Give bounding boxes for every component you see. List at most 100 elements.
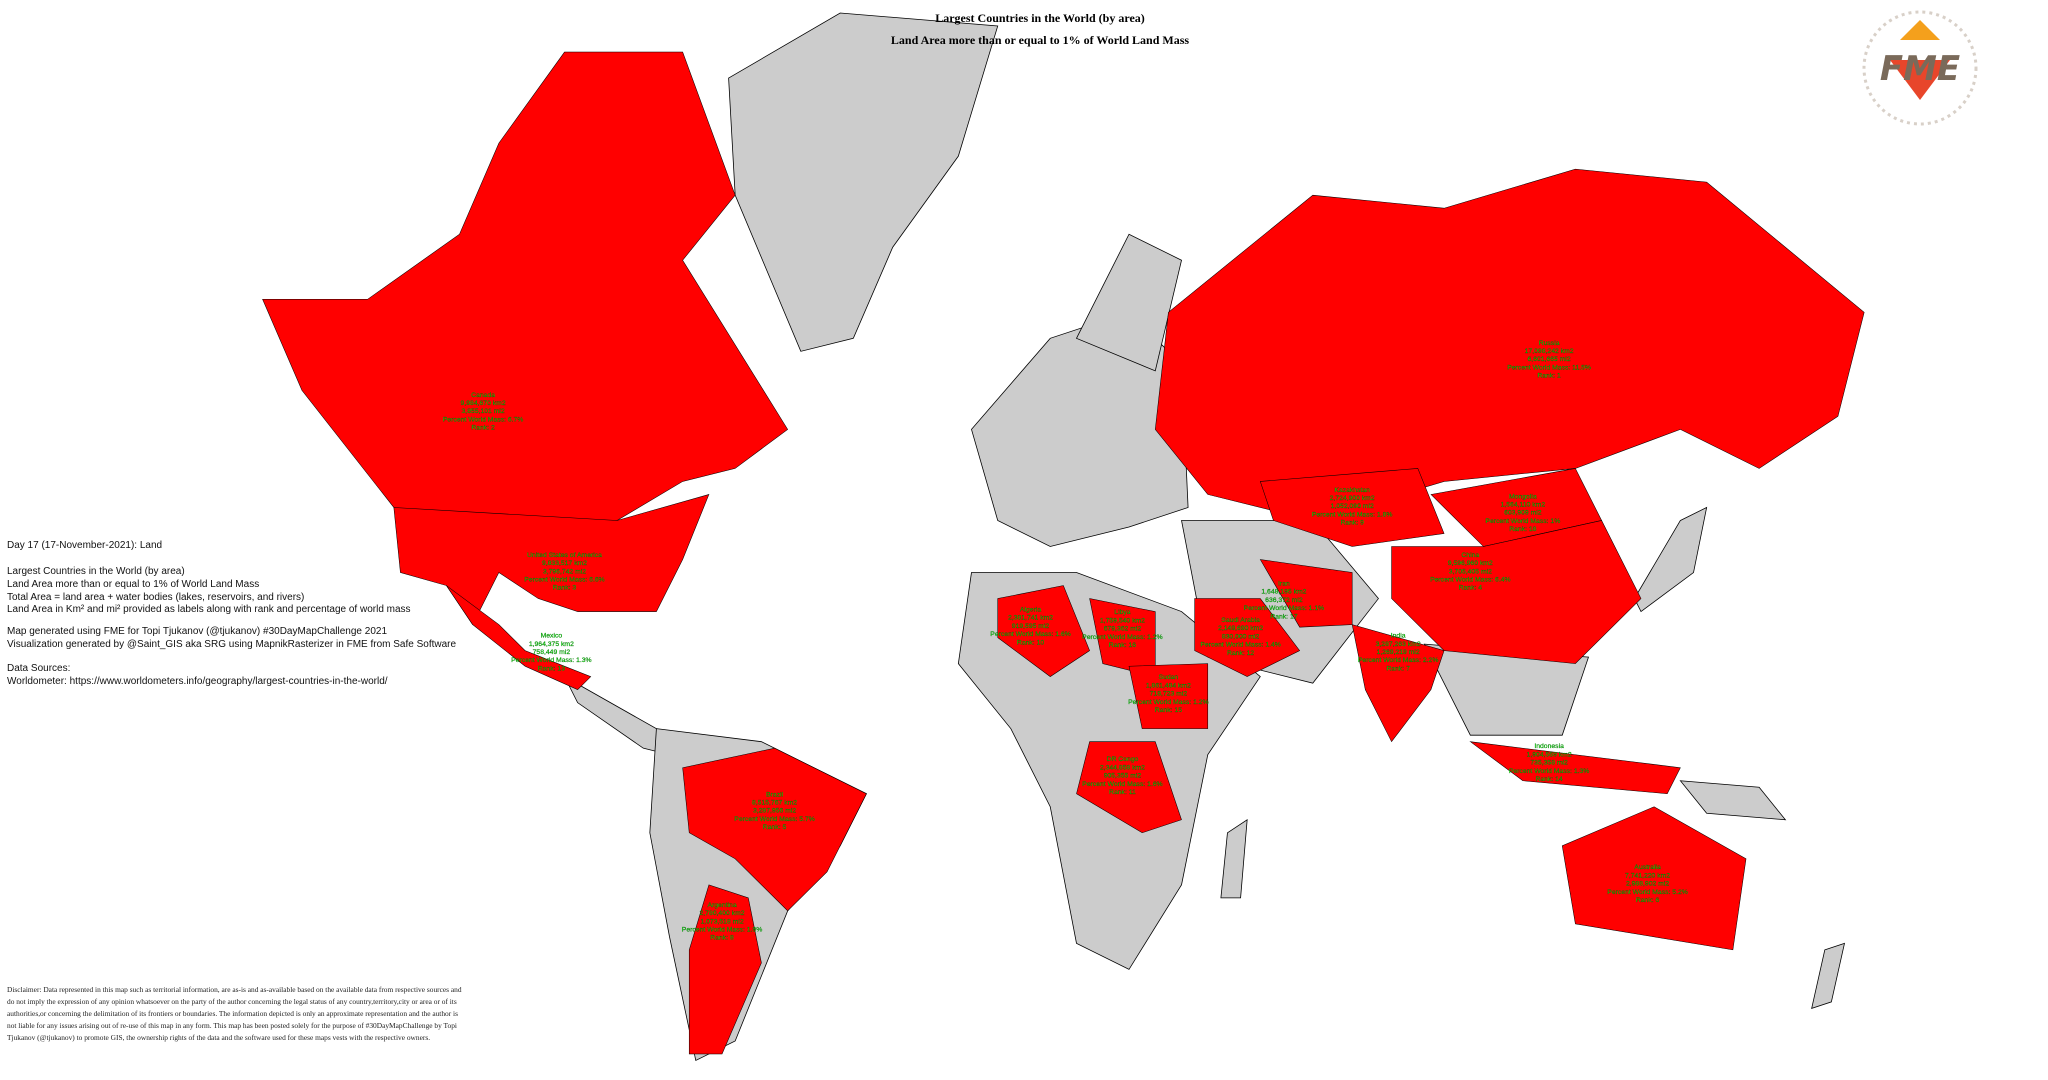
- argentina-shape: [688, 884, 762, 1055]
- europe: [971, 311, 1189, 547]
- sudan-shape: [1128, 663, 1209, 729]
- scandinavia: [1075, 233, 1182, 372]
- country-label: Percent World Mass: 6.7%: [443, 416, 524, 423]
- country-label: Rank: 7: [1386, 665, 1410, 672]
- country-label: Percent World Mass: 6.4%: [1430, 577, 1511, 584]
- country-label: 735,358 mi2: [1530, 760, 1568, 767]
- country-label: Percent World Mass: 1.4%: [1200, 642, 1281, 649]
- japan: [1633, 506, 1708, 613]
- note-line: Land Area more than or equal to 1% of Wo…: [7, 579, 259, 590]
- country-label: 3,705,405 mi2: [1449, 568, 1492, 575]
- disclaimer: Disclaimer: Data represented in this map…: [7, 985, 462, 1042]
- new-guinea: [1679, 780, 1787, 821]
- country-label: Brazil: [766, 791, 784, 798]
- country-label: Percent World Mass: 5.7%: [734, 816, 815, 823]
- country-label: China: [1461, 552, 1479, 559]
- country-label: 1,052,090 mi2: [1331, 503, 1374, 510]
- country-label: 679,362 mi2: [1104, 626, 1142, 633]
- disclaimer-line: authorities,or concerning the delimitati…: [7, 1009, 458, 1018]
- india-shape: [1351, 624, 1445, 743]
- country-label: Mexico: [541, 633, 563, 640]
- country-label: DR Congo: [1107, 756, 1139, 763]
- country-label: Percent World Mass: 1.6%: [1082, 781, 1163, 788]
- country-label: Iran: [1278, 581, 1290, 588]
- country-label: Rank: 10: [1017, 639, 1044, 646]
- country-label: 830,000 mi2: [1222, 633, 1260, 640]
- country-label: 1,861,484 km2: [1146, 682, 1191, 689]
- country-label: Rank: 18: [1509, 526, 1536, 533]
- country-label: 2,149,690 km2: [1218, 625, 1263, 632]
- disclaimer-line: not liable for any issues arising out of…: [7, 1021, 457, 1030]
- country-label: Australia: [1634, 864, 1661, 871]
- note-line: Total Area = land area + water bodies (l…: [7, 592, 304, 603]
- logo-text: FME: [1880, 49, 1960, 89]
- country-label: Rank: 5: [763, 824, 787, 831]
- country-label: India: [1391, 633, 1406, 640]
- country-label: 919,595 mi2: [1012, 623, 1050, 630]
- country-label: 9,984,670 km2: [461, 400, 506, 407]
- country-label: 1,648,195 km2: [1261, 589, 1306, 596]
- canada-shape: [262, 51, 789, 534]
- country-label: Rank: 8: [710, 935, 734, 942]
- note-line: Data Sources:: [7, 663, 70, 674]
- notes: Day 17 (17-November-2021): Land Largest C…: [7, 540, 457, 687]
- country-label: Rank: 1: [1537, 373, 1561, 380]
- country-label: Rank: 13: [538, 665, 565, 672]
- greenland: [728, 12, 999, 352]
- logo: FME: [1862, 10, 1978, 126]
- country-label: Percent World Mass: 5.2%: [1607, 889, 1688, 896]
- country-label: Percent World Mass: 1.2%: [1128, 699, 1209, 706]
- country-label: Rank: 14: [1535, 776, 1562, 783]
- country-label: Percent World Mass: 1.3%: [511, 657, 592, 664]
- country-label: Percent World Mass: 1%: [1485, 518, 1560, 525]
- country-label: Percent World Mass: 1.9%: [682, 927, 763, 934]
- country-label: 1,904,569 km2: [1527, 751, 1572, 758]
- indonesia-shape: [1469, 741, 1681, 795]
- country-label: Canada: [471, 392, 495, 399]
- country-label: 6,601,665 mi2: [1528, 356, 1571, 363]
- note-line: Worldometer: https://www.worldometers.in…: [7, 676, 388, 687]
- country-label: 3,855,101 mi2: [462, 408, 505, 415]
- madagascar: [1220, 818, 1248, 899]
- country-label: 17,098,242 km2: [1525, 348, 1574, 355]
- country-label: Saudi Arabia: [1221, 617, 1260, 624]
- logo-triangle: [1890, 60, 1950, 100]
- disclaimer-line: Tjukanov (@tjukanov) to promote GIS, the…: [7, 1033, 430, 1042]
- disclaimer-line: Disclaimer: Data represented in this map…: [7, 985, 462, 994]
- country-label: 8,515,767 km2: [752, 800, 797, 807]
- country-label: 9,596,960 km2: [1448, 560, 1493, 567]
- australia-shape: [1561, 806, 1747, 951]
- country-label: Percent World Mass: 1.3%: [1509, 768, 1590, 775]
- country-label: Libya: [1114, 609, 1131, 616]
- note-line: Land Area in Km² and mi² provided as lab…: [7, 604, 411, 615]
- country-label: Percent World Mass: 11.5%: [1507, 364, 1591, 371]
- logo-top: [1900, 20, 1940, 40]
- country-label: Rank: 2: [471, 425, 495, 432]
- country-label: 1,564,110 km2: [1501, 502, 1546, 509]
- note-line: Map generated using FME for Topi Tjukano…: [7, 626, 387, 637]
- country-label: 3,796,742 mi2: [543, 568, 586, 575]
- country-label: 2,344,858 km2: [1100, 764, 1145, 771]
- country-label: Rank: 17: [1270, 613, 1297, 620]
- china-shape: [1391, 520, 1642, 664]
- country-label: 7,741,220 km2: [1625, 872, 1670, 879]
- country-label: Rank: 6: [1636, 897, 1660, 904]
- map-subtitle: Land Area more than or equal to 1% of Wo…: [891, 33, 1189, 47]
- mexico-shape: [446, 585, 592, 690]
- new-zealand: [1811, 942, 1846, 1010]
- country-label: 3,287,956 mi2: [753, 808, 796, 815]
- country-label: 1,073,518 mi2: [700, 918, 743, 925]
- country-label: Percent World Mass: 1.8%: [1312, 511, 1393, 518]
- saudi-shape: [1194, 598, 1301, 677]
- country-label: Rank: 9: [1340, 520, 1364, 527]
- country-label: Sudan: [1159, 674, 1179, 681]
- country-label: 3,287,263 km2: [1376, 641, 1421, 648]
- country-label: 636,372 mi2: [1265, 597, 1303, 604]
- country-label: 1,759,540 km2: [1100, 617, 1145, 624]
- country-label: Argentina: [707, 902, 736, 909]
- country-label: 2,381,741 km2: [1008, 615, 1053, 622]
- note-line: Day 17 (17-November-2021): Land: [7, 540, 162, 551]
- country-label: 1,269,219 mi2: [1377, 649, 1420, 656]
